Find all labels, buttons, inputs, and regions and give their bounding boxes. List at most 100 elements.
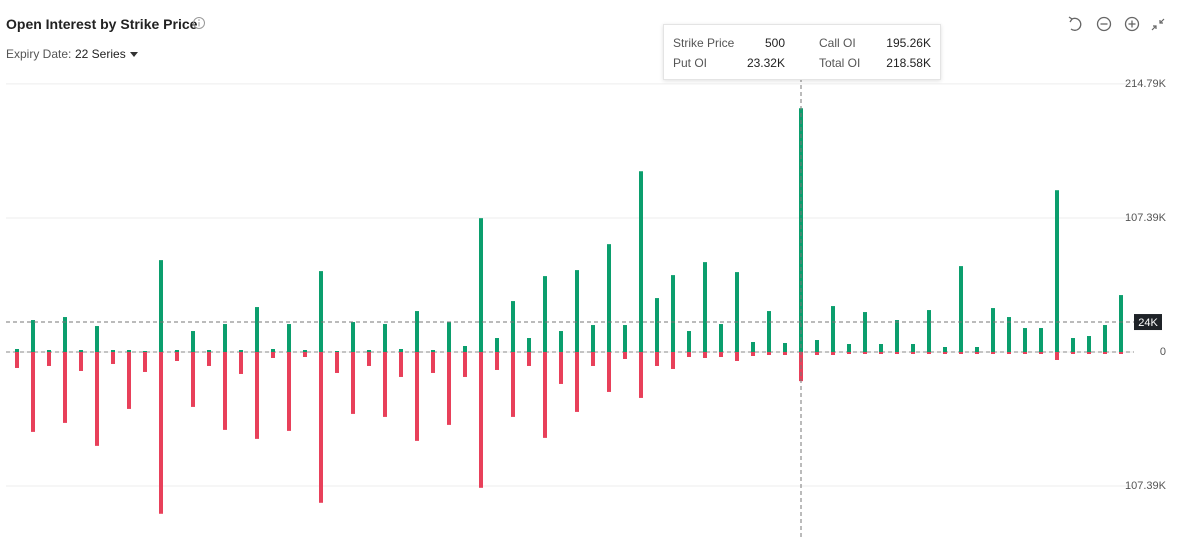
bar	[351, 322, 355, 352]
bar	[639, 351, 643, 398]
bar	[287, 351, 291, 431]
bar	[127, 350, 131, 352]
bar	[959, 266, 963, 352]
bar	[703, 351, 707, 358]
bar	[367, 351, 371, 366]
info-icon[interactable]	[192, 16, 206, 30]
bar	[239, 351, 243, 374]
bar	[719, 324, 723, 352]
bar	[815, 351, 819, 355]
bar	[1055, 351, 1059, 360]
bar	[991, 308, 995, 352]
bar	[223, 324, 227, 352]
bar	[319, 271, 323, 352]
bar	[607, 351, 611, 392]
bar	[623, 325, 627, 352]
zoom-in-button[interactable]	[1124, 16, 1140, 32]
bar	[495, 351, 499, 370]
bar	[223, 351, 227, 430]
bar	[975, 351, 979, 354]
bar	[31, 351, 35, 432]
bar	[623, 351, 627, 359]
bar	[943, 347, 947, 352]
crosshair-label: 24K	[1138, 317, 1158, 329]
bar	[783, 351, 787, 355]
bar	[127, 351, 131, 409]
bar	[255, 351, 259, 439]
bar	[895, 320, 899, 352]
bar	[687, 351, 691, 357]
bar	[1071, 351, 1075, 354]
bar	[63, 351, 67, 423]
bar	[207, 350, 211, 352]
bar	[543, 276, 547, 352]
bar	[1023, 328, 1027, 352]
bar	[927, 310, 931, 352]
bar	[431, 351, 435, 373]
bar	[191, 351, 195, 407]
bar	[1023, 351, 1027, 354]
bar	[607, 244, 611, 352]
bar	[463, 346, 467, 352]
bar	[175, 351, 179, 361]
bar	[655, 351, 659, 366]
tooltip-label: Call OI	[819, 36, 856, 50]
bar	[399, 349, 403, 352]
bar	[495, 338, 499, 352]
expiry-dropdown[interactable]: 22 Series	[75, 47, 139, 61]
tooltip: Strike Price 500 Call OI 195.26K Put OI …	[663, 24, 941, 80]
bar	[303, 350, 307, 352]
bar	[1007, 351, 1011, 354]
bar	[79, 350, 83, 352]
bar	[847, 351, 851, 354]
bar	[735, 351, 739, 361]
y-tick-label: 214.79K	[1125, 78, 1167, 90]
bar	[511, 351, 515, 417]
bar	[111, 351, 115, 364]
bar	[1087, 351, 1091, 354]
bar	[511, 301, 515, 352]
tooltip-label: Strike Price	[673, 36, 735, 50]
bar	[559, 331, 563, 352]
chart-title: Open Interest by Strike Price	[6, 16, 198, 32]
bar	[175, 350, 179, 352]
bar	[399, 351, 403, 377]
bar	[479, 218, 483, 352]
dropdown-caret[interactable]	[129, 50, 139, 58]
bar	[271, 351, 275, 358]
expiry-value[interactable]: 22 Series	[75, 47, 126, 61]
toolbar	[1068, 16, 1165, 32]
bar	[47, 351, 51, 366]
bar	[879, 351, 883, 354]
bar	[911, 351, 915, 354]
tooltip-value: 23.32K	[746, 56, 785, 70]
bar	[191, 331, 195, 352]
bar	[79, 351, 83, 371]
bar	[1103, 325, 1107, 352]
bar	[335, 351, 339, 352]
bar	[1119, 351, 1123, 354]
zoom-out-button[interactable]	[1096, 16, 1112, 32]
bar	[639, 171, 643, 352]
bar	[847, 344, 851, 352]
bar	[591, 351, 595, 366]
bar	[207, 351, 211, 366]
bar	[895, 351, 899, 354]
y-tick-label: 0	[1160, 346, 1166, 358]
bar	[1103, 351, 1107, 354]
collapse-button[interactable]	[1151, 18, 1165, 31]
bar	[671, 275, 675, 352]
bar	[751, 351, 755, 356]
bar	[1071, 338, 1075, 352]
reset-button[interactable]	[1068, 16, 1082, 31]
bar	[559, 351, 563, 384]
bar	[63, 317, 67, 352]
tooltip-value: 218.58K	[886, 56, 931, 70]
bar	[271, 349, 275, 352]
bar	[751, 342, 755, 352]
bar	[543, 351, 547, 438]
bar	[655, 298, 659, 352]
bar	[687, 331, 691, 352]
